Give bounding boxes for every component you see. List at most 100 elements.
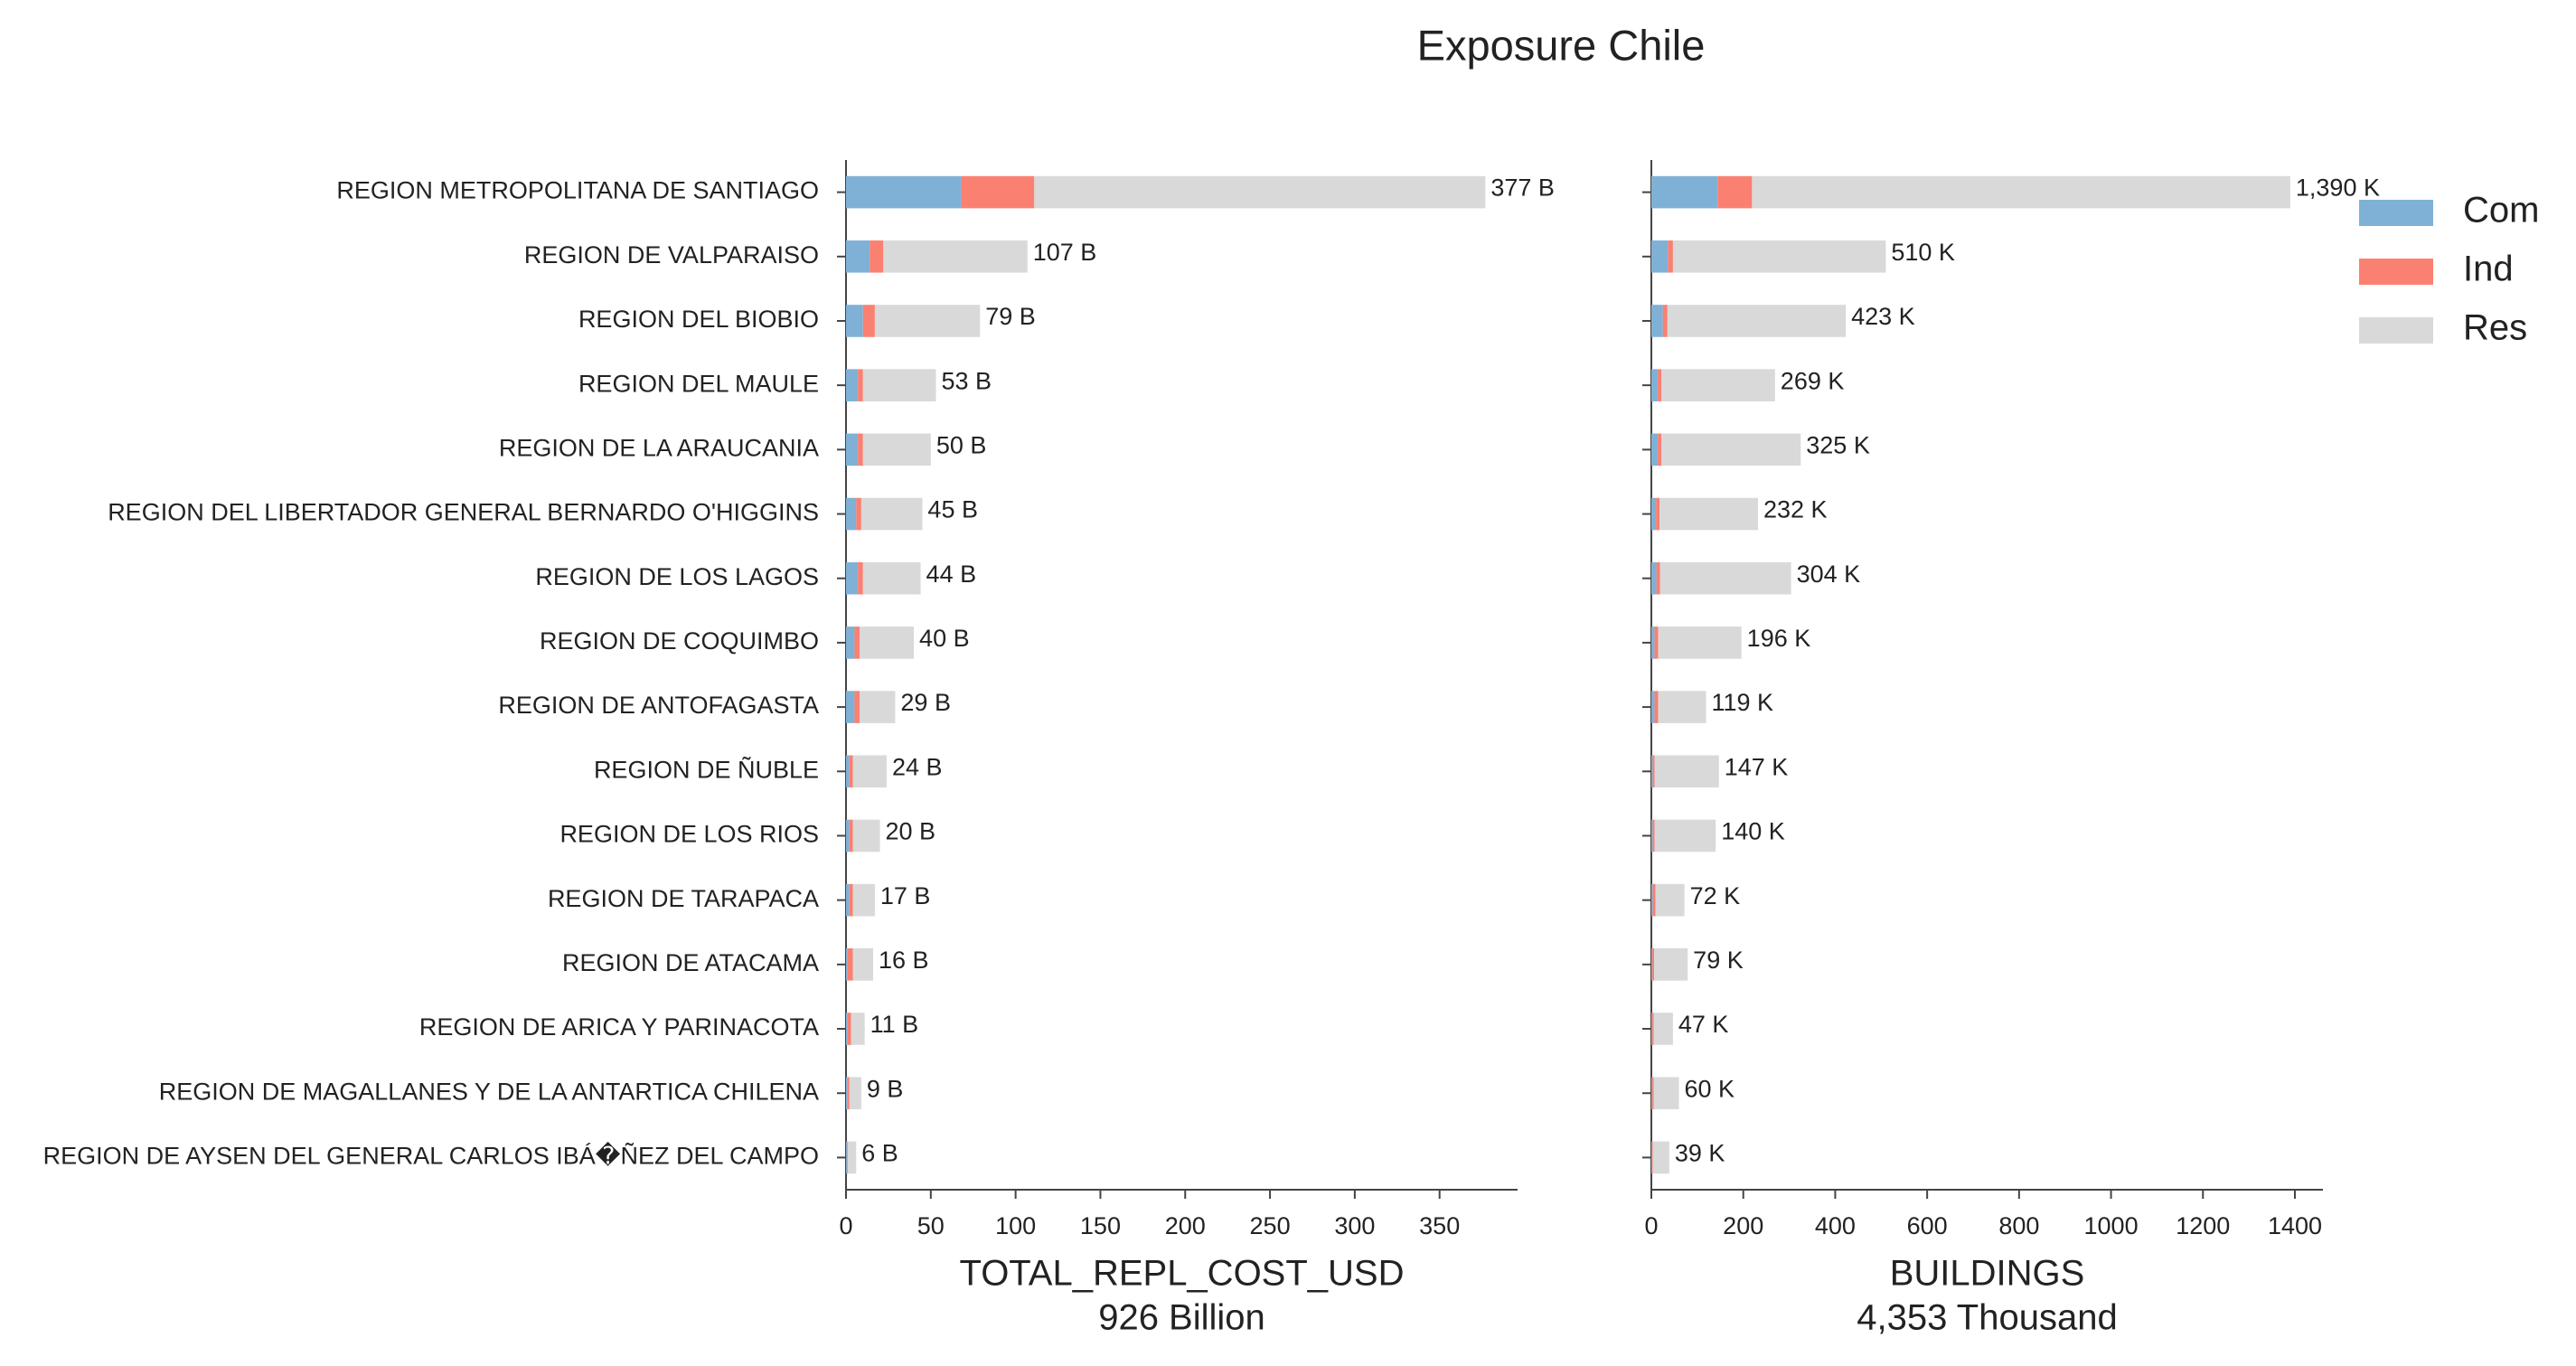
value-label: 16 B: [879, 947, 929, 974]
y-tick-label: REGION DE MAGALLANES Y DE LA ANTARTICA C…: [159, 1078, 819, 1105]
bar-segment: [1651, 175, 1718, 209]
value-label: 107 B: [1033, 239, 1097, 266]
bar-segment: [1672, 240, 1886, 273]
x-tick-label: 800: [1998, 1212, 2039, 1239]
bar-segment: [847, 1077, 850, 1110]
value-label: 39 K: [1675, 1140, 1725, 1167]
y-tick-label: REGION DE ANTOFAGASTA: [498, 692, 819, 719]
bar-segment: [846, 561, 859, 595]
x-axis-subtitle: 926 Billion: [1098, 1298, 1265, 1338]
bar-segment: [846, 1141, 847, 1174]
x-tick-label: 350: [1419, 1212, 1460, 1239]
bar-segment: [1655, 883, 1685, 917]
bar-segment: [1651, 497, 1657, 531]
bar-segment: [1651, 369, 1659, 401]
bar-segment: [1654, 626, 1659, 659]
bar-segment: [858, 561, 863, 595]
bar-segment: [860, 691, 896, 723]
x-tick-label: 1000: [2084, 1212, 2139, 1239]
value-label: 510 K: [1891, 239, 1955, 266]
x-tick-label: 0: [839, 1212, 852, 1239]
bar-segment: [852, 755, 888, 788]
bar-segment: [846, 691, 855, 723]
value-label: 40 B: [919, 625, 970, 652]
value-label: 6 B: [861, 1140, 898, 1167]
bar-segment: [1651, 755, 1653, 788]
y-tick-label: REGION DE LOS RIOS: [559, 821, 819, 848]
x-axis-title: TOTAL_REPL_COST_USD: [959, 1254, 1404, 1294]
bar-segment: [846, 755, 850, 788]
bar-segment: [852, 883, 875, 917]
y-tick-label: REGION DEL LIBERTADOR GENERAL BERNARDO O…: [108, 499, 819, 526]
bar-segment: [846, 948, 848, 981]
bar-segment: [846, 240, 870, 273]
y-tick-label: REGION DE ÑUBLE: [594, 755, 819, 783]
bar-segment: [846, 433, 859, 466]
value-label: 24 B: [892, 753, 943, 780]
bar-segment: [1652, 819, 1655, 853]
bar-segment: [847, 948, 853, 981]
value-label: 196 K: [1747, 625, 1811, 652]
value-label: 377 B: [1490, 174, 1555, 202]
bar-segment: [846, 369, 859, 401]
y-tick-label: REGION DE COQUIMBO: [540, 627, 819, 655]
y-tick-label: REGION DEL MAULE: [578, 370, 819, 397]
bar-segment: [1651, 433, 1659, 466]
y-tick-label: REGION DE AYSEN DEL GENERAL CARLOS IBÁ�Ñ…: [43, 1142, 819, 1170]
x-tick-label: 250: [1250, 1212, 1291, 1239]
bar-segment: [854, 626, 860, 659]
legend-label: Res: [2463, 308, 2527, 348]
bar-segment: [1658, 626, 1742, 659]
y-tick-label: REGION DE ATACAMA: [562, 949, 819, 976]
bar-segment: [1658, 369, 1662, 401]
x-tick-label: 1400: [2268, 1212, 2322, 1239]
value-label: 423 K: [1851, 303, 1915, 330]
value-label: 50 B: [936, 431, 987, 458]
value-label: 72 K: [1690, 882, 1741, 909]
value-label: 147 K: [1725, 753, 1789, 780]
bar-segment: [862, 305, 875, 337]
bar-segment: [1651, 561, 1657, 595]
value-label: 9 B: [867, 1075, 904, 1102]
bar-segment: [1652, 948, 1655, 981]
y-tick-label: REGION DE LOS LAGOS: [535, 563, 819, 590]
bar-segment: [1662, 305, 1668, 337]
bar-segment: [1659, 561, 1791, 595]
bar-segment: [1651, 883, 1653, 917]
x-axis-subtitle: 4,353 Thousand: [1857, 1298, 2117, 1338]
chart-title: Exposure Chile: [1417, 21, 1706, 69]
value-label: 269 K: [1781, 367, 1845, 394]
value-label: 60 K: [1685, 1075, 1735, 1102]
value-label: 140 K: [1721, 818, 1785, 845]
bar-segment: [846, 1013, 848, 1045]
value-label: 232 K: [1763, 496, 1828, 523]
legend-swatch: [2359, 259, 2433, 285]
bar-segment: [846, 883, 850, 917]
bar-segment: [849, 883, 853, 917]
bar-segment: [846, 497, 857, 531]
bar-segment: [1652, 1141, 1669, 1174]
bar-segment: [858, 369, 863, 401]
bar-segment: [846, 175, 962, 209]
bar-segment: [852, 948, 874, 981]
bar-segment: [1661, 369, 1775, 401]
value-label: 325 K: [1806, 431, 1870, 458]
bar-segment: [1651, 819, 1653, 853]
bar-segment: [1651, 1077, 1653, 1110]
bar-segment: [846, 1077, 848, 1110]
bar-segment: [1654, 755, 1719, 788]
bar-segment: [1651, 1141, 1652, 1174]
value-label: 45 B: [927, 496, 978, 523]
value-label: 1,390 K: [2296, 174, 2380, 202]
bar-segment: [961, 175, 1035, 209]
value-label: 79 K: [1693, 947, 1744, 974]
x-tick-label: 1200: [2176, 1212, 2230, 1239]
bar-segment: [1034, 175, 1486, 209]
bar-segment: [1752, 175, 2290, 209]
value-label: 11 B: [870, 1011, 919, 1038]
bar-segment: [1656, 497, 1660, 531]
bar-segment: [1656, 561, 1660, 595]
bar-segment: [1658, 691, 1706, 723]
bar-segment: [852, 819, 880, 853]
value-label: 304 K: [1797, 561, 1861, 588]
